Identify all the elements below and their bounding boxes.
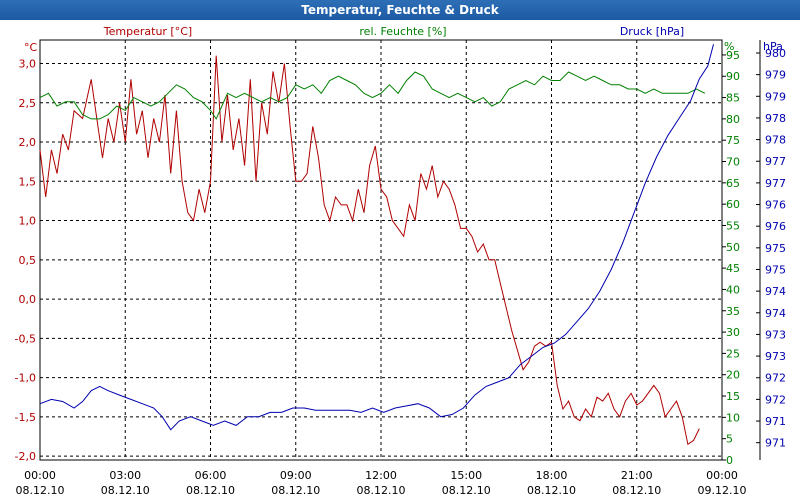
press-tick-label: 976 bbox=[765, 199, 786, 212]
hum-tick-label: 20 bbox=[726, 369, 740, 382]
press-tick-label: 979 bbox=[765, 69, 786, 82]
hum-tick-label: 95 bbox=[726, 49, 740, 62]
temp-tick-label: 3,0 bbox=[19, 58, 37, 71]
hum-tick-label: 80 bbox=[726, 113, 740, 126]
x-tick-time: 06:00 bbox=[195, 469, 227, 482]
temp-tick-label: -1,0 bbox=[15, 372, 36, 385]
hum-unit-label: % bbox=[724, 40, 734, 53]
temp-tick-label: 1,0 bbox=[19, 215, 37, 228]
press-tick-label: 977 bbox=[765, 155, 786, 168]
temp-tick-label: -1,5 bbox=[15, 411, 36, 424]
x-tick-date: 08.12.10 bbox=[186, 484, 235, 497]
hum-tick-label: 25 bbox=[726, 347, 740, 360]
x-tick-date: 08.12.10 bbox=[357, 484, 406, 497]
hum-tick-label: 70 bbox=[726, 156, 740, 169]
temp-tick-label: 1,5 bbox=[19, 175, 37, 188]
temp-tick-label: 2,5 bbox=[19, 97, 37, 110]
press-tick-label: 976 bbox=[765, 220, 786, 233]
press-tick-label: 974 bbox=[765, 285, 786, 298]
hum-tick-label: 90 bbox=[726, 70, 740, 83]
x-tick-date: 08.12.10 bbox=[271, 484, 320, 497]
press-tick-label: 977 bbox=[765, 177, 786, 190]
press-tick-label: 975 bbox=[765, 242, 786, 255]
hum-tick-label: 15 bbox=[726, 390, 740, 403]
temp-tick-label: 0,5 bbox=[19, 254, 37, 267]
press-tick-label: 973 bbox=[765, 350, 786, 363]
hum-tick-label: 65 bbox=[726, 177, 740, 190]
press-tick-label: 975 bbox=[765, 263, 786, 276]
x-tick-date: 08.12.10 bbox=[612, 484, 661, 497]
x-tick-date: 08.12.10 bbox=[442, 484, 491, 497]
press-tick-label: 979 bbox=[765, 90, 786, 103]
press-tick-label: 971 bbox=[765, 437, 786, 450]
x-tick-time: 00:00 bbox=[24, 469, 56, 482]
hum-tick-label: 5 bbox=[726, 433, 733, 446]
hum-tick-label: 10 bbox=[726, 411, 740, 424]
press-tick-label: 978 bbox=[765, 134, 786, 147]
x-tick-date: 08.12.10 bbox=[527, 484, 576, 497]
x-tick-time: 09:00 bbox=[280, 469, 312, 482]
temp-tick-label: 0,0 bbox=[19, 293, 37, 306]
x-tick-time: 15:00 bbox=[450, 469, 482, 482]
press-tick-label: 972 bbox=[765, 393, 786, 406]
hum-tick-label: 50 bbox=[726, 241, 740, 254]
press-tick-label: 978 bbox=[765, 112, 786, 125]
x-tick-date: 08.12.10 bbox=[101, 484, 150, 497]
press-tick-label: 972 bbox=[765, 372, 786, 385]
temp-unit-label: °C bbox=[24, 41, 38, 54]
x-tick-time: 03:00 bbox=[109, 469, 141, 482]
hum-tick-label: 60 bbox=[726, 198, 740, 211]
x-tick-time: 18:00 bbox=[536, 469, 568, 482]
hum-tick-label: 35 bbox=[726, 305, 740, 318]
legend-label-hum: rel. Feuchte [%] bbox=[359, 25, 446, 38]
temp-tick-label: 2,0 bbox=[19, 136, 37, 149]
hum-tick-label: 40 bbox=[726, 283, 740, 296]
press-tick-label: 973 bbox=[765, 328, 786, 341]
press-tick-label: 971 bbox=[765, 415, 786, 428]
press-tick-label: 980 bbox=[765, 47, 786, 60]
x-tick-time: 12:00 bbox=[365, 469, 397, 482]
hum-tick-label: 30 bbox=[726, 326, 740, 339]
series-line-temp bbox=[39, 55, 700, 446]
x-tick-time: 00:00 bbox=[706, 469, 738, 482]
hum-tick-label: 0 bbox=[726, 454, 733, 467]
press-unit-label: hPa bbox=[763, 40, 783, 53]
legend-label-press: Druck [hPa] bbox=[620, 25, 684, 38]
legend-label-temp: Temperatur [°C] bbox=[103, 25, 192, 38]
hum-tick-label: 75 bbox=[726, 134, 740, 147]
x-tick-date: 09.12.10 bbox=[698, 484, 747, 497]
press-tick-label: 974 bbox=[765, 307, 786, 320]
x-tick-time: 21:00 bbox=[621, 469, 653, 482]
series-line-press bbox=[39, 44, 714, 431]
hum-tick-label: 55 bbox=[726, 219, 740, 232]
temp-tick-label: -2,0 bbox=[15, 450, 36, 463]
hum-tick-label: 85 bbox=[726, 92, 740, 105]
window-title: Temperatur, Feuchte & Druck bbox=[0, 0, 800, 20]
temp-tick-label: -0,5 bbox=[15, 332, 36, 345]
x-tick-date: 08.12.10 bbox=[16, 484, 65, 497]
hum-tick-label: 45 bbox=[726, 262, 740, 275]
series-line-hum bbox=[39, 71, 706, 120]
